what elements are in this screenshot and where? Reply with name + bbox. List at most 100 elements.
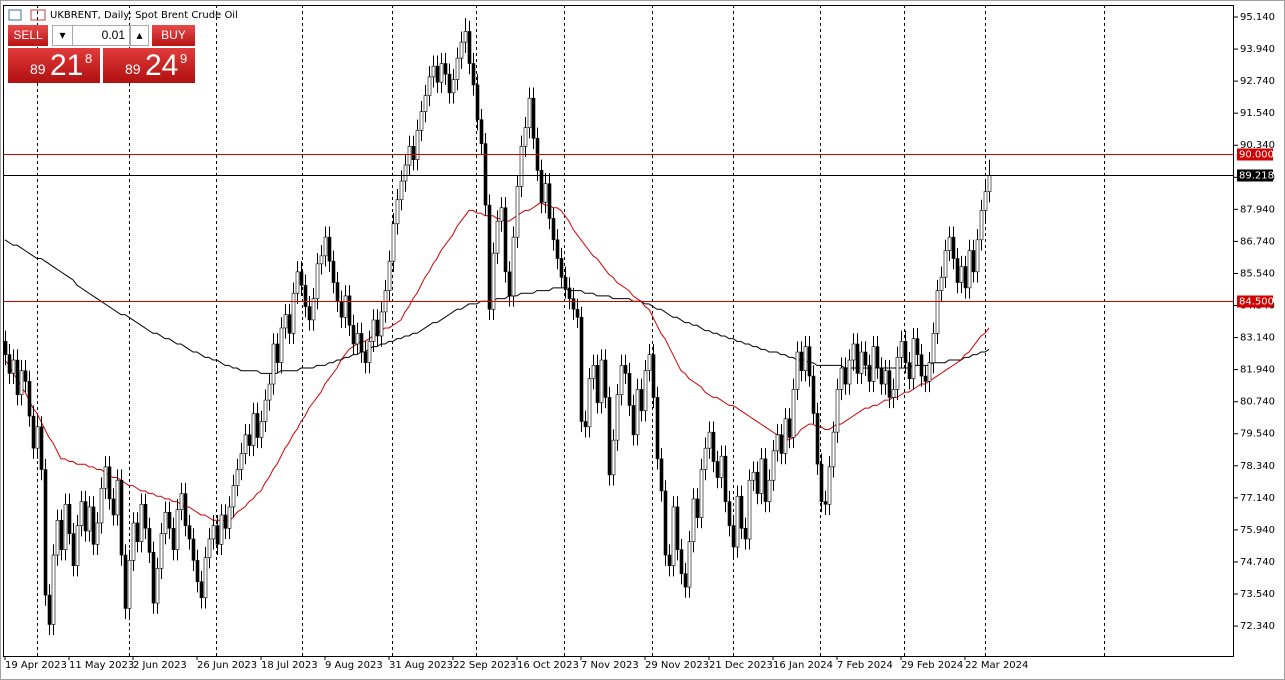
- candle-body: [355, 333, 360, 345]
- candle-body: [639, 389, 644, 412]
- candle-body: [663, 490, 668, 556]
- candle-body: [391, 223, 396, 262]
- candle-body: [339, 300, 344, 318]
- candle-body: [423, 95, 428, 112]
- candle-body: [483, 143, 488, 206]
- candle-body: [95, 522, 100, 545]
- y-tick-label: 86.740: [1240, 236, 1275, 247]
- price-sup: 9: [180, 51, 188, 66]
- candle-body: [239, 453, 244, 470]
- candle-body: [463, 31, 468, 43]
- candle-body: [175, 509, 180, 550]
- candle-body: [395, 199, 400, 225]
- x-tick-label: 22 Mar 2024: [965, 660, 1028, 671]
- candle-body: [431, 65, 436, 78]
- candle-body: [859, 351, 864, 374]
- candle-body: [47, 594, 52, 625]
- trade-panel: SELL ▾ 0.01 ▴ BUY 89 21 8 89 24 9: [8, 25, 196, 83]
- candle-body: [435, 65, 440, 83]
- candle-body: [703, 447, 708, 470]
- candle-body: [347, 295, 352, 326]
- menu-icon[interactable]: [8, 9, 22, 21]
- candle-body: [267, 383, 272, 401]
- candle-body: [799, 351, 804, 372]
- price-small: 89: [125, 61, 141, 77]
- candle-body: [847, 359, 852, 385]
- candle-body: [83, 501, 88, 532]
- candle-body: [163, 511, 168, 534]
- candle-body: [971, 250, 976, 273]
- candle-body: [251, 413, 256, 446]
- candle-body: [327, 236, 332, 262]
- candle-body: [427, 76, 432, 96]
- candle-body: [227, 506, 232, 529]
- y-tick-label: 92.740: [1240, 76, 1275, 87]
- candle-body: [767, 479, 772, 502]
- candle-body: [787, 418, 792, 438]
- candle-body: [211, 525, 216, 540]
- candle-body: [243, 434, 248, 454]
- candle-body: [915, 338, 920, 355]
- candle-body: [455, 57, 460, 80]
- price-tag-label: 84.500: [1239, 297, 1274, 308]
- buy-button[interactable]: BUY: [152, 25, 195, 46]
- x-tick-label: 16 Jan 2024: [773, 660, 833, 671]
- candle-body: [475, 84, 480, 120]
- candle-body: [55, 519, 60, 556]
- candle-body: [19, 370, 24, 396]
- candle-body: [15, 359, 20, 396]
- volume-input[interactable]: 0.01: [72, 25, 130, 46]
- candle-body: [983, 191, 988, 211]
- candle-body: [671, 506, 676, 567]
- price-tag: [1237, 295, 1273, 308]
- candle-body: [439, 63, 444, 83]
- y-tick-label: 95.140: [1240, 12, 1275, 23]
- candle-body: [155, 568, 160, 604]
- candle-body: [903, 341, 908, 363]
- candle-body: [935, 290, 940, 334]
- candle-body: [343, 295, 348, 318]
- price-small: 89: [30, 61, 46, 77]
- candle-body: [451, 79, 456, 94]
- candle-body: [831, 431, 836, 468]
- candle-body: [779, 434, 784, 454]
- volume-up[interactable]: ▴: [130, 25, 149, 46]
- sell-button[interactable]: SELL: [8, 25, 48, 46]
- candle-body: [235, 469, 240, 486]
- candle-body: [479, 119, 484, 144]
- candle-body: [375, 319, 380, 337]
- volume-down[interactable]: ▾: [52, 25, 73, 46]
- candle-body: [603, 359, 608, 398]
- candle-body: [815, 413, 820, 465]
- candle-body: [711, 431, 716, 462]
- candle-body: [687, 541, 692, 588]
- candle-body: [939, 276, 944, 291]
- candle-body: [851, 343, 856, 361]
- candle-body: [735, 495, 740, 548]
- candle-body: [911, 338, 916, 380]
- candle-body: [839, 367, 844, 390]
- candle-body: [551, 218, 556, 241]
- candle-body: [223, 514, 228, 529]
- candle-body: [335, 282, 340, 302]
- candle-body: [959, 266, 964, 283]
- candle-body: [23, 370, 28, 382]
- candle-body: [899, 341, 904, 358]
- candle-body: [987, 175, 992, 193]
- sell-price[interactable]: 89 21 8: [8, 48, 100, 83]
- candle-body: [655, 397, 660, 460]
- candle-body: [659, 458, 664, 492]
- candle-body: [59, 519, 64, 550]
- candle-body: [87, 506, 92, 532]
- candle-body: [283, 314, 288, 329]
- candle-body: [491, 252, 496, 310]
- candle-body: [667, 554, 672, 567]
- candle-body: [707, 431, 712, 449]
- y-tick-label: 93.940: [1240, 44, 1275, 55]
- candle-body: [627, 373, 632, 406]
- candle-body: [139, 503, 144, 542]
- candle-body: [371, 319, 376, 342]
- buy-price[interactable]: 89 24 9: [103, 48, 195, 83]
- candle-body: [191, 538, 196, 561]
